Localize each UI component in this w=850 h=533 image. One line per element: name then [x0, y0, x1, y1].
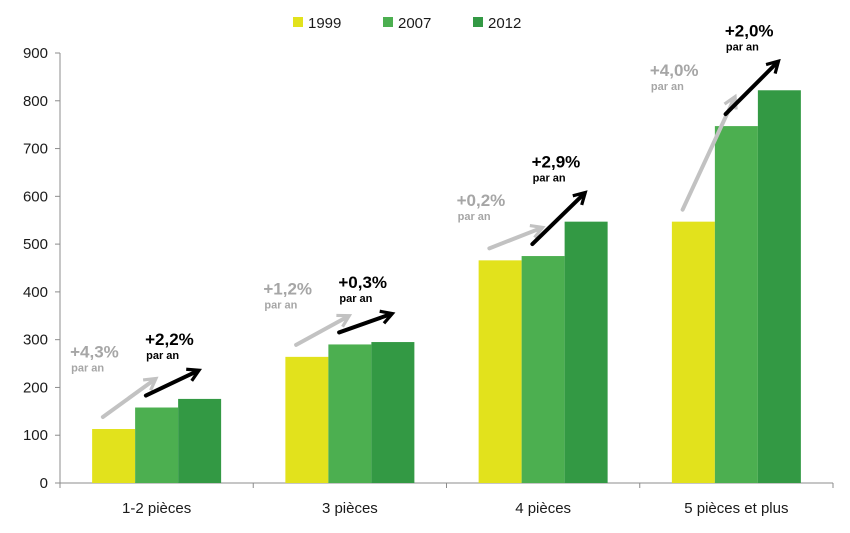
x-tick-label: 3 pièces — [322, 500, 378, 517]
bar — [564, 221, 608, 483]
growth-annotations: +4,3%par an+2,2%par an+1,2%par an+0,3%pa… — [70, 21, 781, 420]
bar — [757, 90, 801, 484]
legend-swatch — [383, 17, 393, 27]
x-axis: 1-2 pièces 3 pièces 4 pièces 5 pièces et pl… — [59, 482, 834, 517]
legend-swatch — [473, 17, 483, 27]
y-tick-label: 600 — [23, 188, 48, 205]
growth-rate-label: +4,0% — [650, 61, 699, 80]
x-tick-label: 4 pièces — [515, 500, 571, 517]
growth-rate-label: +4,3% — [70, 343, 119, 362]
bar — [328, 344, 372, 483]
growth-rate-unit: par an — [533, 173, 566, 185]
y-tick-label: 700 — [23, 141, 48, 158]
growth-rate-unit: par an — [146, 350, 179, 362]
bar — [92, 429, 136, 483]
y-tick-label: 200 — [23, 379, 48, 396]
growth-arrow-2007-2012 — [337, 309, 396, 335]
bars — [92, 90, 801, 484]
growth-arrow-1999-2007 — [294, 313, 353, 347]
y-tick-label: 100 — [23, 427, 48, 444]
legend-label: 2012 — [488, 15, 521, 32]
growth-rate-unit: par an — [71, 363, 104, 375]
growth-arrow-1999-2007 — [100, 376, 159, 420]
growth-rate-label: +2,2% — [145, 330, 194, 349]
growth-rate-unit: par an — [264, 299, 297, 311]
y-tick-label: 0 — [40, 475, 48, 492]
y-tick-label: 800 — [23, 93, 48, 110]
growth-rate-label: +0,3% — [338, 273, 387, 292]
bar — [521, 256, 565, 483]
legend: 1999 2007 2012 — [293, 15, 521, 32]
y-tick-label: 300 — [23, 332, 48, 349]
legend-label: 2007 — [398, 15, 431, 32]
growth-arrow-1999-2007 — [487, 224, 546, 251]
bar — [178, 398, 222, 483]
bar — [671, 221, 715, 483]
growth-rate-unit: par an — [458, 211, 491, 223]
legend-swatch — [293, 17, 303, 27]
growth-arrow-2007-2012 — [723, 58, 781, 117]
growth-rate-unit: par an — [651, 81, 684, 93]
bar — [478, 260, 522, 483]
growth-arrow-2007-2012 — [530, 190, 588, 247]
x-tick-label: 1-2 pièces — [122, 500, 191, 517]
growth-arrow-1999-2007 — [680, 93, 738, 212]
bar — [714, 126, 758, 483]
growth-rate-unit: par an — [726, 41, 759, 53]
bar — [135, 407, 179, 483]
y-tick-label: 500 — [23, 236, 48, 253]
y-axis: 0 100 200 300 400 500 600 700 800 900 — [23, 45, 61, 492]
growth-arrow-2007-2012 — [143, 367, 202, 398]
growth-rate-label: +1,2% — [263, 279, 312, 298]
bar — [371, 342, 415, 483]
growth-rate-label: +0,2% — [457, 191, 506, 210]
y-tick-label: 900 — [23, 45, 48, 62]
y-tick-label: 400 — [23, 284, 48, 301]
growth-rate-label: +2,9% — [532, 153, 581, 172]
x-tick-label: 5 pièces et plus — [684, 500, 788, 517]
bar — [285, 356, 329, 483]
growth-rate-unit: par an — [339, 293, 372, 305]
growth-rate-label: +2,0% — [725, 21, 774, 40]
legend-label: 1999 — [308, 15, 341, 32]
